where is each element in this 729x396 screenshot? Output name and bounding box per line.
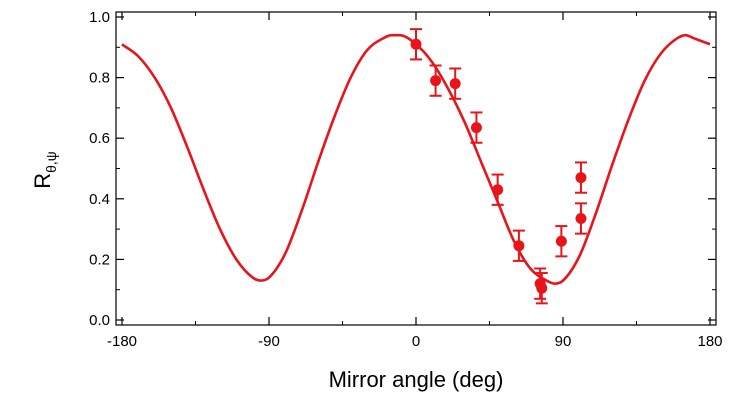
x-tick-label: 180 bbox=[697, 333, 722, 350]
x-axis-ticks: -180 -90 0 90 180 bbox=[107, 12, 723, 350]
data-marker bbox=[492, 184, 504, 196]
data-marker bbox=[536, 282, 548, 294]
y-tick-label: 0.8 bbox=[89, 70, 110, 87]
x-tick-label: -180 bbox=[107, 333, 137, 350]
y-tick-label: 0.2 bbox=[89, 251, 110, 268]
y-axis-label-main: R bbox=[30, 173, 55, 189]
data-point bbox=[512, 229, 525, 262]
y-tick-label: 0.0 bbox=[89, 312, 110, 329]
data-point bbox=[574, 161, 587, 194]
x-tick-label: 90 bbox=[555, 333, 572, 350]
data-marker bbox=[470, 122, 482, 134]
data-points-series bbox=[410, 28, 587, 305]
y-axis-label: Rθ,ψ bbox=[30, 151, 59, 189]
y-tick-label: 0.4 bbox=[89, 191, 110, 208]
data-point bbox=[491, 173, 504, 206]
data-point bbox=[410, 28, 422, 61]
data-marker bbox=[449, 78, 461, 90]
fit-curve-series bbox=[121, 33, 711, 285]
x-axis-label: Mirror angle (deg) bbox=[329, 367, 504, 392]
data-marker bbox=[555, 235, 567, 247]
data-point bbox=[574, 202, 587, 235]
y-axis-label-subscript: θ,ψ bbox=[43, 151, 59, 173]
data-point bbox=[429, 64, 442, 97]
data-point bbox=[535, 272, 548, 305]
x-tick-label: 0 bbox=[412, 333, 420, 350]
y-tick-label: 0.6 bbox=[89, 130, 110, 147]
data-point bbox=[555, 225, 568, 258]
x-tick-label: -90 bbox=[258, 333, 280, 350]
data-point bbox=[449, 67, 462, 100]
y-tick-label: 1.0 bbox=[89, 9, 110, 26]
y-axis-ticks: 0.0 0.2 0.4 0.6 0.8 1.0 bbox=[89, 9, 716, 329]
data-point bbox=[470, 111, 483, 144]
data-marker bbox=[575, 172, 587, 184]
data-marker bbox=[410, 38, 422, 50]
data-marker bbox=[513, 240, 525, 252]
data-marker bbox=[430, 75, 442, 87]
fit-curve-line bbox=[121, 33, 711, 285]
data-marker bbox=[575, 212, 587, 224]
